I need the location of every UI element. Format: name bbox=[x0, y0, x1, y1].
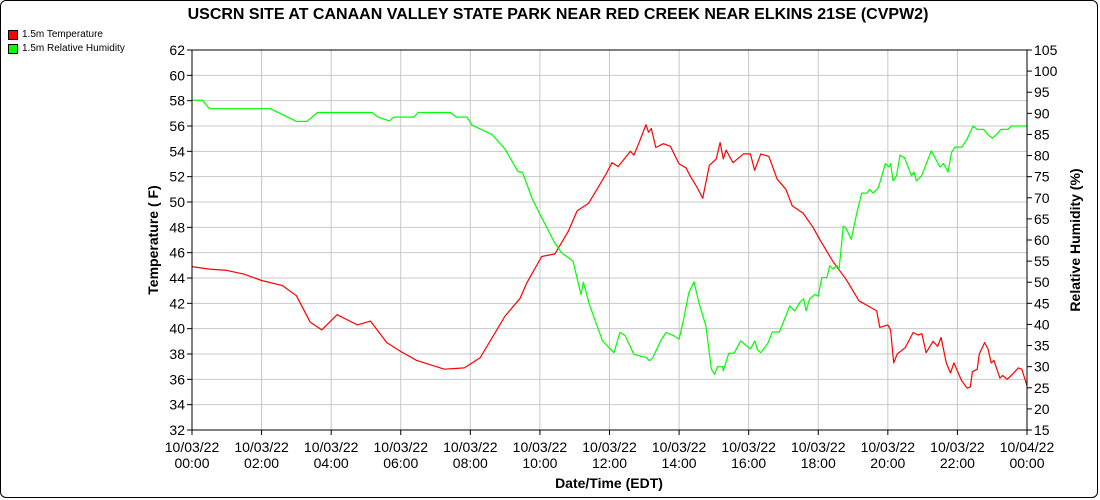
x-tick-label-time: 02:00 bbox=[244, 455, 279, 471]
x-tick-label-date: 10/03/22 bbox=[443, 439, 498, 455]
y-tick-label: 58 bbox=[169, 93, 185, 109]
y-axis-title: Temperature ( F) bbox=[145, 185, 161, 294]
y2-tick-label: 65 bbox=[1034, 211, 1050, 227]
x-tick-label-date: 10/04/22 bbox=[1000, 439, 1055, 455]
y2-tick-label: 20 bbox=[1034, 401, 1050, 417]
legend-swatch-green bbox=[8, 44, 18, 54]
x-tick-label-date: 10/03/22 bbox=[513, 439, 568, 455]
humidity-line bbox=[192, 99, 1027, 375]
x-tick-label-time: 00:00 bbox=[174, 455, 209, 471]
y2-tick-label: 80 bbox=[1034, 148, 1050, 164]
y-tick-label: 62 bbox=[169, 42, 185, 58]
x-tick-label-date: 10/03/22 bbox=[930, 439, 985, 455]
y-tick-label: 48 bbox=[169, 219, 185, 235]
legend-label: 1.5m Temperature bbox=[22, 29, 103, 40]
y-tick-label: 36 bbox=[169, 371, 185, 387]
y-tick-label: 40 bbox=[169, 321, 185, 337]
y2-tick-label: 90 bbox=[1034, 105, 1050, 121]
y-tick-label: 56 bbox=[169, 118, 185, 134]
x-tick-label-time: 22:00 bbox=[940, 455, 975, 471]
y2-tick-label: 40 bbox=[1034, 316, 1050, 332]
x-tick-label-date: 10/03/22 bbox=[721, 439, 776, 455]
y2-tick-label: 55 bbox=[1034, 253, 1050, 269]
x-tick-label-time: 04:00 bbox=[314, 455, 349, 471]
x-tick-label-date: 10/03/22 bbox=[165, 439, 220, 455]
x-tick-label-time: 12:00 bbox=[592, 455, 627, 471]
x-tick-label-time: 10:00 bbox=[522, 455, 557, 471]
y2-tick-label: 45 bbox=[1034, 295, 1050, 311]
x-tick-label-time: 08:00 bbox=[453, 455, 488, 471]
x-tick-label-date: 10/03/22 bbox=[234, 439, 289, 455]
legend: 1.5m Temperature 1.5m Relative Humidity bbox=[8, 28, 125, 56]
y-tick-label: 50 bbox=[169, 194, 185, 210]
y2-tick-label: 60 bbox=[1034, 232, 1050, 248]
y-tick-label: 42 bbox=[169, 295, 185, 311]
y-tick-label: 34 bbox=[169, 397, 185, 413]
x-tick-label-time: 14:00 bbox=[662, 455, 697, 471]
y2-tick-label: 105 bbox=[1034, 42, 1058, 58]
y2-tick-label: 100 bbox=[1034, 63, 1058, 79]
y-tick-label: 32 bbox=[169, 422, 185, 438]
y-tick-label: 38 bbox=[169, 346, 185, 362]
y2-tick-label: 85 bbox=[1034, 126, 1050, 142]
y-tick-label: 60 bbox=[169, 67, 185, 83]
x-tick-label-time: 18:00 bbox=[801, 455, 836, 471]
y-tick-label: 52 bbox=[169, 169, 185, 185]
y2-tick-label: 15 bbox=[1034, 422, 1050, 438]
x-tick-label-time: 00:00 bbox=[1009, 455, 1044, 471]
y-tick-label: 46 bbox=[169, 245, 185, 261]
x-tick-label-time: 20:00 bbox=[870, 455, 905, 471]
x-tick-label-date: 10/03/22 bbox=[791, 439, 846, 455]
y2-tick-label: 95 bbox=[1034, 84, 1050, 100]
y2-tick-label: 35 bbox=[1034, 338, 1050, 354]
x-tick-label-date: 10/03/22 bbox=[652, 439, 707, 455]
x-tick-label-date: 10/03/22 bbox=[861, 439, 916, 455]
x-tick-label-date: 10/03/22 bbox=[582, 439, 637, 455]
x-tick-label-date: 10/03/22 bbox=[304, 439, 359, 455]
y2-tick-label: 75 bbox=[1034, 169, 1050, 185]
chart-title: USCRN SITE AT CANAAN VALLEY STATE PARK N… bbox=[188, 6, 929, 23]
legend-label: 1.5m Relative Humidity bbox=[22, 43, 125, 54]
x-tick-label-date: 10/03/22 bbox=[374, 439, 429, 455]
x-tick-label-time: 16:00 bbox=[731, 455, 766, 471]
temperature-line bbox=[191, 124, 1028, 389]
x-tick-label-time: 06:00 bbox=[383, 455, 418, 471]
y2-tick-label: 25 bbox=[1034, 380, 1050, 396]
y2-tick-label: 30 bbox=[1034, 359, 1050, 375]
y-tick-label: 44 bbox=[169, 270, 185, 286]
y2-tick-label: 50 bbox=[1034, 274, 1050, 290]
x-axis-title: Date/Time (EDT) bbox=[555, 475, 663, 491]
legend-swatch-red bbox=[8, 30, 18, 40]
y2-tick-label: 70 bbox=[1034, 190, 1050, 206]
legend-item-temperature[interactable]: 1.5m Temperature bbox=[8, 28, 125, 42]
y2-axis-title: Relative Humidity (%) bbox=[1067, 168, 1083, 311]
y-tick-label: 54 bbox=[169, 143, 185, 159]
legend-item-humidity[interactable]: 1.5m Relative Humidity bbox=[8, 42, 125, 56]
